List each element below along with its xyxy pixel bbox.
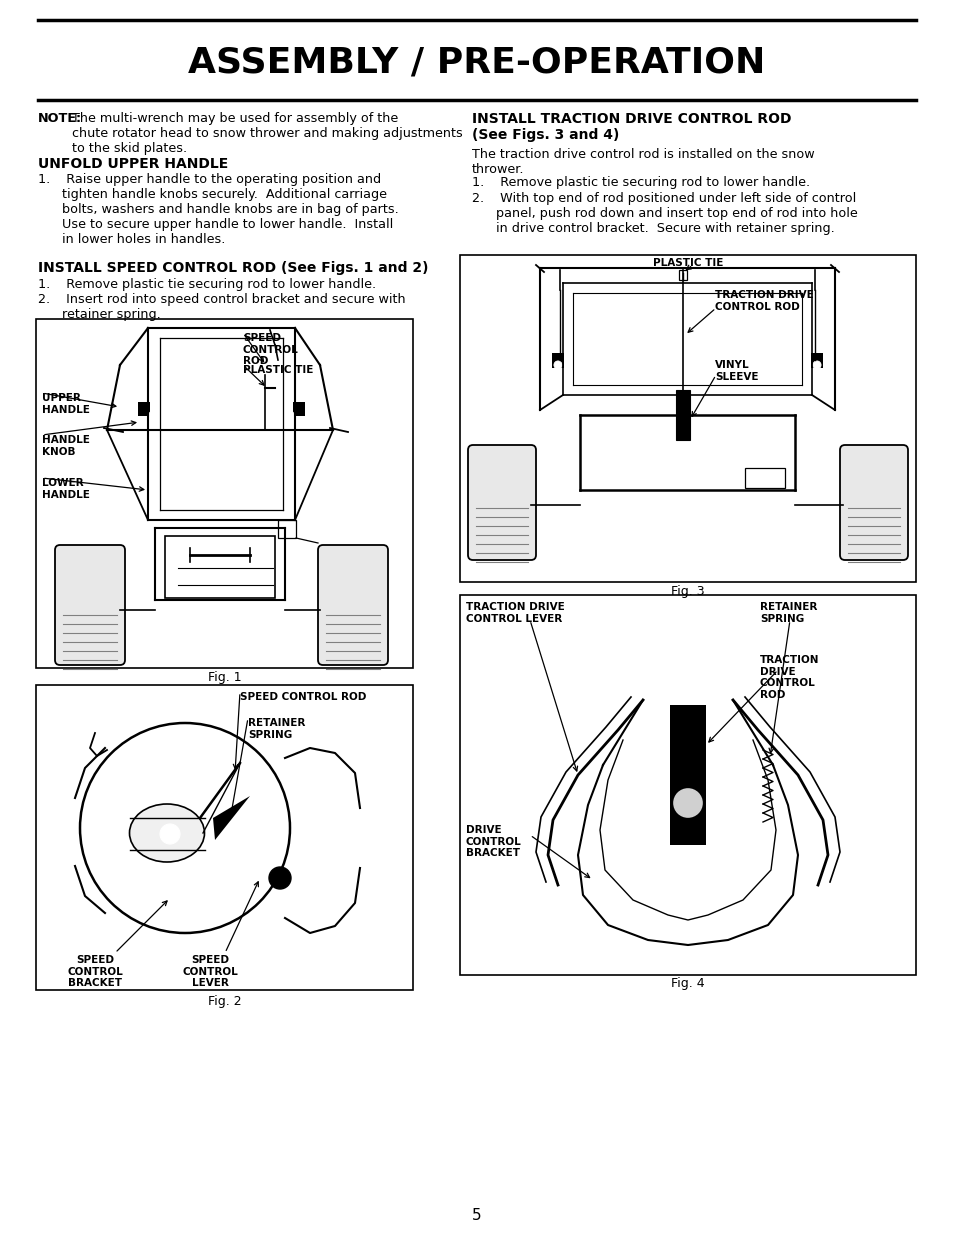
- Text: (See Figs. 3 and 4): (See Figs. 3 and 4): [472, 128, 618, 142]
- Circle shape: [149, 411, 157, 419]
- Text: TRACTION
DRIVE
CONTROL
ROD: TRACTION DRIVE CONTROL ROD: [760, 655, 819, 700]
- Circle shape: [160, 824, 180, 844]
- Text: SPEED
CONTROL
ROD: SPEED CONTROL ROD: [243, 333, 298, 367]
- Text: UPPER
HANDLE: UPPER HANDLE: [42, 393, 90, 415]
- Text: TRACTION DRIVE
CONTROL ROD: TRACTION DRIVE CONTROL ROD: [714, 290, 813, 311]
- Circle shape: [752, 475, 762, 485]
- Text: TRACTION DRIVE
CONTROL LEVER: TRACTION DRIVE CONTROL LEVER: [465, 601, 564, 624]
- Text: The traction drive control rod is installed on the snow
thrower.: The traction drive control rod is instal…: [472, 148, 814, 177]
- Text: The multi-wrench may be used for assembly of the
chute rotator head to snow thro: The multi-wrench may be used for assembl…: [71, 112, 462, 156]
- Bar: [459, 254, 915, 582]
- Circle shape: [286, 411, 294, 419]
- Text: NOTE:: NOTE:: [38, 112, 82, 125]
- Polygon shape: [213, 797, 250, 840]
- Text: 1.    Raise upper handle to the operating position and
      tighten handle knob: 1. Raise upper handle to the operating p…: [38, 173, 398, 246]
- Text: PLASTIC TIE: PLASTIC TIE: [243, 366, 313, 375]
- Text: 5: 5: [472, 1208, 481, 1223]
- Text: Fig. 2: Fig. 2: [208, 995, 241, 1009]
- Bar: [459, 595, 915, 974]
- Text: HANDLE
KNOB: HANDLE KNOB: [42, 435, 90, 457]
- FancyBboxPatch shape: [317, 545, 388, 664]
- Bar: [744, 468, 784, 488]
- Text: RETAINER
SPRING: RETAINER SPRING: [760, 601, 817, 624]
- Circle shape: [673, 789, 701, 818]
- FancyBboxPatch shape: [55, 545, 125, 664]
- Ellipse shape: [130, 804, 204, 862]
- Bar: [679, 270, 686, 280]
- Bar: [810, 353, 822, 368]
- Text: VINYL
SLEEVE: VINYL SLEEVE: [714, 359, 758, 382]
- Text: Fig. 4: Fig. 4: [671, 977, 704, 990]
- Text: LOWER
HANDLE: LOWER HANDLE: [42, 478, 90, 500]
- Text: DRIVE
CONTROL
BRACKET: DRIVE CONTROL BRACKET: [465, 825, 521, 858]
- FancyBboxPatch shape: [840, 445, 907, 559]
- Circle shape: [269, 867, 291, 889]
- Bar: [293, 403, 305, 416]
- Circle shape: [554, 361, 561, 369]
- Text: SPEED
CONTROL
BRACKET: SPEED CONTROL BRACKET: [67, 955, 123, 988]
- Text: 1.    Remove plastic tie securing rod to lower handle.: 1. Remove plastic tie securing rod to lo…: [472, 177, 809, 189]
- Text: ASSEMBLY / PRE-OPERATION: ASSEMBLY / PRE-OPERATION: [188, 44, 765, 79]
- Text: 2.    Insert rod into speed control bracket and secure with
      retainer sprin: 2. Insert rod into speed control bracket…: [38, 293, 405, 321]
- Bar: [36, 319, 413, 668]
- Text: Fig. 3: Fig. 3: [671, 585, 704, 599]
- Text: UNFOLD UPPER HANDLE: UNFOLD UPPER HANDLE: [38, 157, 228, 170]
- Text: 2.    With top end of rod positioned under left side of control
      panel, pus: 2. With top end of rod positioned under …: [472, 191, 857, 235]
- Text: RETAINER
SPRING: RETAINER SPRING: [248, 718, 305, 740]
- Text: INSTALL TRACTION DRIVE CONTROL ROD: INSTALL TRACTION DRIVE CONTROL ROD: [472, 112, 791, 126]
- Text: SPEED
CONTROL
LEVER: SPEED CONTROL LEVER: [182, 955, 237, 988]
- Bar: [138, 403, 150, 416]
- Bar: [277, 520, 295, 538]
- Text: SPEED CONTROL ROD: SPEED CONTROL ROD: [240, 692, 366, 701]
- Text: PLASTIC TIE: PLASTIC TIE: [652, 258, 722, 268]
- Polygon shape: [669, 705, 705, 845]
- Bar: [552, 353, 563, 368]
- Bar: [165, 536, 274, 598]
- Circle shape: [306, 536, 314, 543]
- Text: INSTALL SPEED CONTROL ROD (See Figs. 1 and 2): INSTALL SPEED CONTROL ROD (See Figs. 1 a…: [38, 261, 428, 275]
- Bar: [676, 390, 689, 440]
- Text: Fig. 1: Fig. 1: [208, 672, 241, 684]
- Circle shape: [766, 475, 776, 485]
- Circle shape: [812, 361, 821, 369]
- Text: 1.    Remove plastic tie securing rod to lower handle.: 1. Remove plastic tie securing rod to lo…: [38, 278, 375, 291]
- FancyBboxPatch shape: [468, 445, 536, 559]
- Bar: [36, 685, 413, 990]
